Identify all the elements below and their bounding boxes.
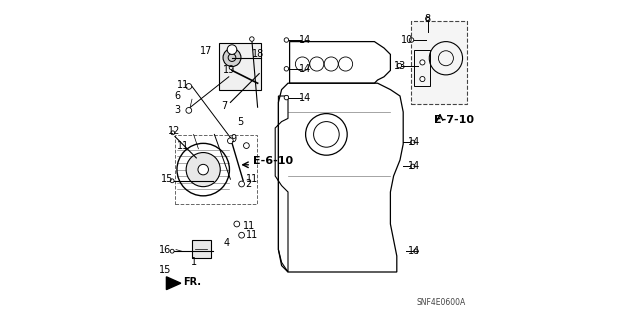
Text: 4: 4 (224, 238, 230, 248)
Text: 11: 11 (177, 80, 189, 90)
Text: 3: 3 (175, 105, 181, 116)
Text: 9: 9 (230, 134, 237, 144)
Circle shape (250, 37, 254, 41)
Text: 2: 2 (245, 179, 251, 189)
Circle shape (234, 221, 240, 227)
Circle shape (186, 108, 192, 113)
Text: 19: 19 (223, 65, 236, 76)
Circle shape (186, 84, 192, 89)
Circle shape (410, 38, 414, 42)
Text: 14: 14 (408, 246, 420, 256)
Circle shape (171, 131, 175, 135)
Text: 14: 14 (300, 64, 312, 74)
Circle shape (284, 38, 289, 42)
Text: 11: 11 (246, 174, 259, 184)
Text: 16: 16 (159, 244, 172, 255)
Text: 1: 1 (191, 257, 197, 268)
Circle shape (420, 76, 425, 82)
Text: FR.: FR. (183, 277, 201, 287)
Circle shape (228, 138, 234, 144)
Text: 7: 7 (221, 100, 227, 111)
Text: 17: 17 (200, 46, 212, 56)
Circle shape (420, 60, 425, 65)
Text: E-7-10: E-7-10 (434, 115, 474, 125)
Text: 8: 8 (424, 13, 430, 24)
Text: 12: 12 (168, 126, 181, 136)
Circle shape (239, 232, 244, 238)
Circle shape (426, 17, 429, 20)
FancyBboxPatch shape (412, 21, 467, 104)
Polygon shape (166, 277, 181, 290)
Text: 14: 14 (408, 137, 420, 148)
Circle shape (284, 95, 289, 100)
Text: 10: 10 (401, 35, 413, 45)
Text: 11: 11 (177, 140, 189, 151)
Circle shape (411, 140, 415, 145)
Text: 18: 18 (252, 49, 264, 60)
Circle shape (414, 249, 419, 253)
Text: 14: 14 (300, 92, 312, 103)
Circle shape (284, 67, 289, 71)
Text: 11: 11 (243, 220, 255, 231)
Text: 14: 14 (408, 161, 420, 172)
Text: SNF4E0600A: SNF4E0600A (417, 298, 466, 307)
Text: 15: 15 (161, 174, 173, 184)
Bar (192, 240, 211, 258)
Text: 5: 5 (237, 116, 243, 127)
Text: 11: 11 (246, 230, 259, 240)
Text: 15: 15 (159, 265, 172, 276)
Circle shape (186, 153, 220, 187)
Bar (219, 43, 261, 90)
Text: E-6-10: E-6-10 (253, 156, 294, 166)
Circle shape (239, 181, 244, 187)
Circle shape (198, 164, 209, 175)
Circle shape (170, 179, 174, 183)
Text: 13: 13 (394, 60, 406, 71)
Bar (415, 51, 430, 86)
Text: 6: 6 (175, 91, 181, 101)
Circle shape (170, 249, 174, 253)
Text: 14: 14 (300, 35, 312, 45)
Circle shape (223, 49, 241, 67)
Circle shape (227, 45, 237, 54)
Circle shape (397, 63, 402, 68)
Circle shape (243, 143, 250, 148)
Circle shape (411, 164, 415, 169)
